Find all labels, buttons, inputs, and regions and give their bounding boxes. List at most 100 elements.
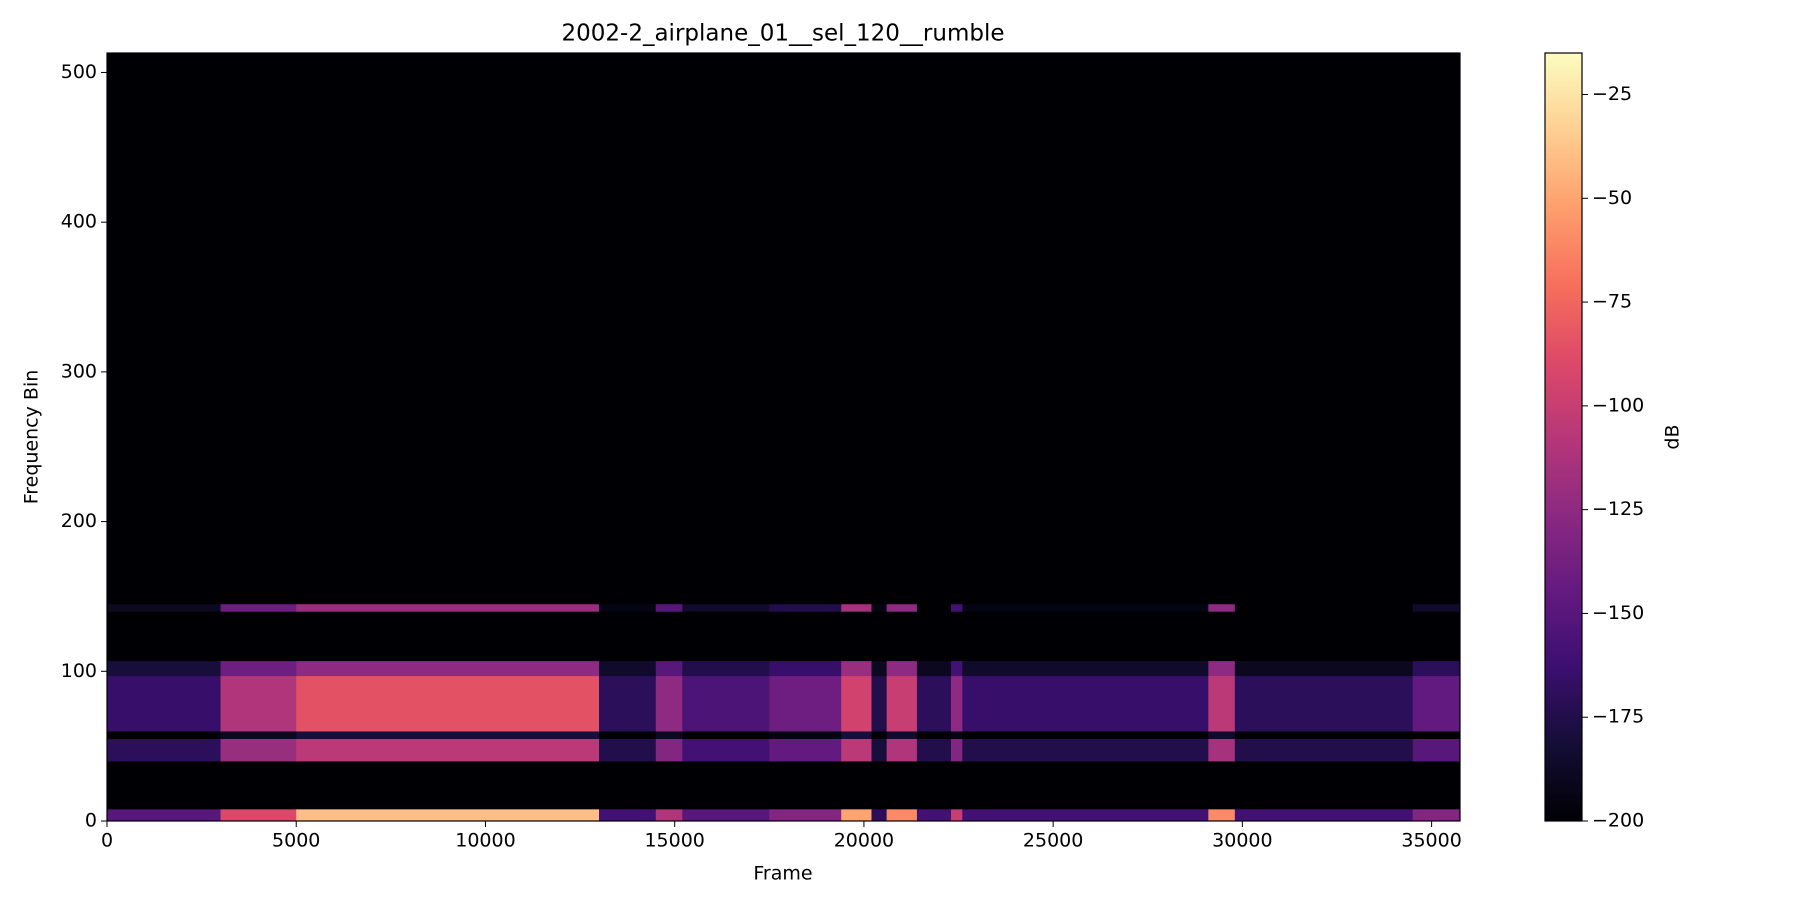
heatmap-cell <box>599 603 657 612</box>
heatmap-cell <box>769 675 842 732</box>
heatmap-cell <box>107 761 222 810</box>
heatmap-cell <box>950 611 963 662</box>
heatmap-cell <box>950 660 963 677</box>
heatmap-cell <box>769 660 842 677</box>
heatmap-cell <box>1412 731 1461 739</box>
colorbar-tick-label: −25 <box>1592 83 1632 105</box>
heatmap-cell <box>1412 675 1461 732</box>
heatmap-cell <box>1208 611 1236 662</box>
heatmap-cell <box>950 809 963 822</box>
y-tick-label: 0 <box>85 810 97 832</box>
heatmap-cell <box>886 660 918 677</box>
y-tick-label: 100 <box>61 660 97 682</box>
heatmap-cell <box>220 660 297 677</box>
heatmap-cell <box>916 603 952 612</box>
heatmap-cell <box>296 809 600 822</box>
heatmap-cell <box>107 660 222 677</box>
x-tick-label: 0 <box>101 830 113 852</box>
heatmap-cell <box>950 675 963 732</box>
heatmap-cell <box>1234 611 1414 662</box>
heatmap-cell <box>107 611 222 662</box>
heatmap-cell <box>962 611 1209 662</box>
heatmap-cell <box>599 660 657 677</box>
heatmap-cell <box>1208 53 1236 605</box>
heatmap-cell <box>655 53 683 605</box>
heatmap-cell <box>916 738 952 762</box>
heatmap-cell <box>950 603 963 612</box>
heatmap-cell <box>841 611 872 662</box>
heatmap-cell <box>1234 738 1414 762</box>
heatmap-cell <box>962 731 1209 739</box>
colorbar-tick-label: −150 <box>1592 602 1644 624</box>
heatmap-cell <box>871 761 888 810</box>
heatmap-cell <box>950 731 963 739</box>
heatmap-cell <box>107 809 222 822</box>
heatmap-cell <box>599 675 657 732</box>
heatmap-cell <box>296 603 600 612</box>
heatmap-cell <box>1412 809 1461 822</box>
y-tick-label: 400 <box>61 211 97 233</box>
heatmap-cell <box>655 675 683 732</box>
colorbar-tick-label: −125 <box>1592 498 1644 520</box>
heatmap-cell <box>962 738 1209 762</box>
heatmap-cell <box>841 738 872 762</box>
heatmap-cell <box>871 53 888 605</box>
heatmap-cell <box>916 660 952 677</box>
heatmap-cell <box>1208 761 1236 810</box>
heatmap-cell <box>1412 611 1461 662</box>
x-tick-label: 35000 <box>1401 830 1461 852</box>
heatmap-cell <box>107 738 222 762</box>
heatmap-cell <box>1208 660 1236 677</box>
heatmap-cell <box>871 603 888 612</box>
heatmap-cell <box>1412 603 1461 612</box>
heatmap-cell <box>682 611 770 662</box>
heatmap-cell <box>1234 53 1414 605</box>
heatmap-cell <box>962 675 1209 732</box>
heatmap-cell <box>950 53 963 605</box>
heatmap-cell <box>1234 660 1414 677</box>
y-tick-label: 300 <box>61 360 97 382</box>
heatmap-cell <box>871 660 888 677</box>
colorbar-tick-label: −50 <box>1592 187 1632 209</box>
heatmap-cell <box>871 809 888 822</box>
heatmap-cell <box>886 53 918 605</box>
heatmap-cell <box>1208 675 1236 732</box>
heatmap-cell <box>599 731 657 739</box>
heatmap-cell <box>1234 603 1414 612</box>
heatmap-cell <box>1412 53 1461 605</box>
heatmap-cell <box>220 611 297 662</box>
heatmap-cell <box>220 809 297 822</box>
heatmap-cell <box>107 53 222 605</box>
heatmap-cell <box>962 53 1209 605</box>
heatmap-cell <box>871 675 888 732</box>
heatmap-cell <box>1234 675 1414 732</box>
x-tick-label: 20000 <box>834 830 894 852</box>
heatmap-cell <box>1412 761 1461 810</box>
heatmap-cell <box>107 731 222 739</box>
colorbar-tick-label: −200 <box>1592 810 1644 832</box>
heatmap-cell <box>220 675 297 732</box>
heatmap-cell <box>916 675 952 732</box>
heatmap-cell <box>655 809 683 822</box>
colorbar-label: dB <box>1662 424 1684 449</box>
heatmap-cell <box>682 675 770 732</box>
heatmap-cell <box>599 738 657 762</box>
heatmap-cell <box>916 809 952 822</box>
heatmap-cell <box>682 660 770 677</box>
heatmap-cell <box>599 809 657 822</box>
heatmap-cell <box>886 675 918 732</box>
x-tick-label: 10000 <box>455 830 515 852</box>
x-axis-label: Frame <box>753 863 812 885</box>
chart-title: 2002-2_airplane_01__sel_120__rumble <box>562 21 1005 47</box>
heatmap-cell <box>296 611 600 662</box>
heatmap-cell <box>769 731 842 739</box>
heatmap-cell <box>220 738 297 762</box>
heatmap-cell <box>841 809 872 822</box>
heatmap-cell <box>769 611 842 662</box>
heatmap-cell <box>886 603 918 612</box>
heatmap-cell <box>962 809 1209 822</box>
heatmap-cell <box>886 611 918 662</box>
y-tick-label: 200 <box>61 510 97 532</box>
heatmap-cell <box>682 53 770 605</box>
x-tick-label: 15000 <box>644 830 704 852</box>
